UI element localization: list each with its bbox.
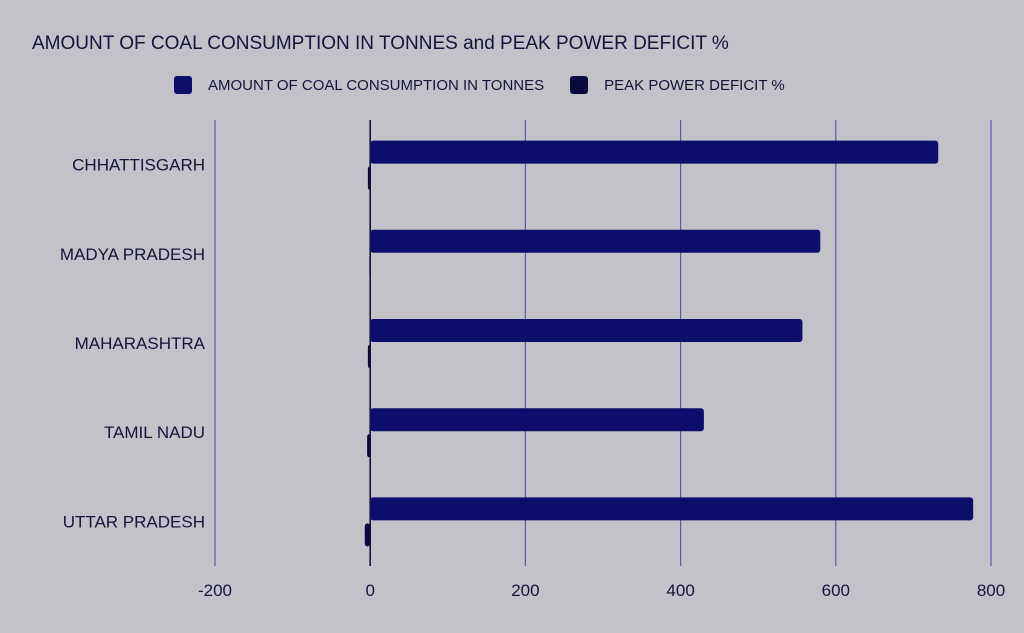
legend-swatch-coal — [174, 76, 192, 94]
bar-coal-consumption — [370, 229, 821, 253]
x-tick-label: 200 — [511, 581, 539, 600]
x-tick-label: 0 — [365, 581, 374, 600]
category-label: CHHATTISGARH — [72, 156, 205, 175]
category-label: MADYA PRADESH — [60, 245, 205, 264]
legend-item-deficit[interactable]: PEAK POWER DEFICIT % — [570, 76, 785, 94]
bar-peak-power-deficit — [367, 434, 371, 458]
bar-peak-power-deficit — [369, 255, 371, 279]
category-label: TAMIL NADU — [104, 423, 205, 442]
bar-coal-consumption — [370, 140, 939, 164]
bar-peak-power-deficit — [367, 166, 371, 190]
legend-label-deficit: PEAK POWER DEFICIT % — [604, 76, 785, 94]
category-label: UTTAR PRADESH — [63, 512, 205, 531]
bar-coal-consumption — [370, 497, 974, 521]
x-tick-label: 600 — [822, 581, 850, 600]
bar-peak-power-deficit — [367, 345, 371, 368]
legend-label-coal: AMOUNT OF COAL CONSUMPTION IN TONNES — [208, 76, 545, 94]
x-tick-label: 800 — [977, 581, 1005, 600]
x-tick-label: 400 — [666, 581, 694, 600]
bar-peak-power-deficit — [364, 523, 371, 547]
chart-title: AMOUNT OF COAL CONSUMPTION IN TONNES and… — [32, 33, 729, 54]
legend-item-coal[interactable]: AMOUNT OF COAL CONSUMPTION IN TONNES — [174, 76, 544, 94]
x-tick-label: -200 — [198, 581, 232, 600]
legend: AMOUNT OF COAL CONSUMPTION IN TONNES PEA… — [174, 76, 811, 94]
bar-coal-consumption — [370, 319, 803, 342]
bar-coal-consumption — [370, 408, 704, 432]
category-label: MAHARASHTRA — [75, 334, 206, 353]
legend-swatch-deficit — [570, 76, 589, 94]
